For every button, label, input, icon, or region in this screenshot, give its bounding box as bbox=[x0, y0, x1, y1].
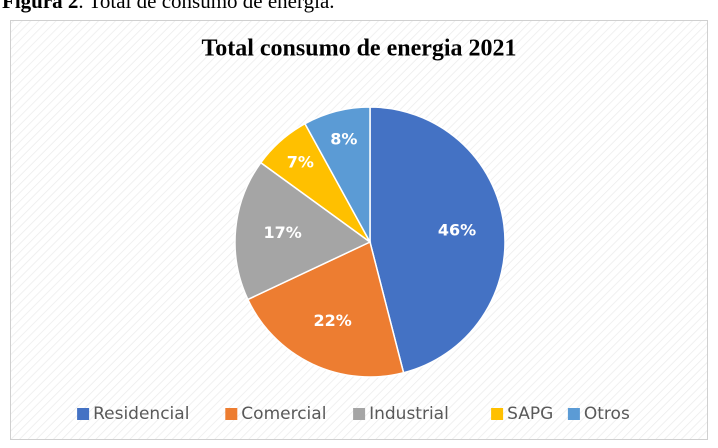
caption-label: Figura 2 bbox=[2, 0, 78, 13]
data-label: 17% bbox=[263, 223, 301, 242]
data-label: 46% bbox=[438, 221, 476, 240]
legend-label: Otros bbox=[584, 404, 630, 424]
data-label: 22% bbox=[313, 311, 351, 330]
data-label: 8% bbox=[330, 130, 357, 149]
legend-label: Residencial bbox=[93, 404, 189, 424]
legend-swatch bbox=[77, 408, 90, 420]
pie-slice bbox=[246, 240, 405, 378]
legend: Residencial Comercial Industrial SAPG Otros bbox=[77, 404, 630, 424]
legend-swatch bbox=[567, 408, 580, 420]
legend-swatch bbox=[353, 408, 366, 420]
data-label: 7% bbox=[287, 153, 314, 172]
chart-title: Total consumo de energia 2021 bbox=[201, 36, 516, 62]
legend-swatch bbox=[225, 408, 238, 420]
pie: 46% 22% 17% 7% 8% bbox=[234, 106, 506, 378]
pie-slice bbox=[234, 161, 372, 301]
legend-label: Industrial bbox=[369, 404, 449, 424]
legend-label: Comercial bbox=[241, 404, 326, 424]
legend-swatch bbox=[491, 408, 504, 420]
caption: Figura 2. Total de consumo de energía. bbox=[2, 0, 335, 13]
pie-slice bbox=[303, 106, 371, 243]
legend-label: SAPG bbox=[507, 404, 553, 424]
caption-text: . Total de consumo de energía. bbox=[78, 0, 334, 13]
pie-slice bbox=[369, 106, 506, 374]
